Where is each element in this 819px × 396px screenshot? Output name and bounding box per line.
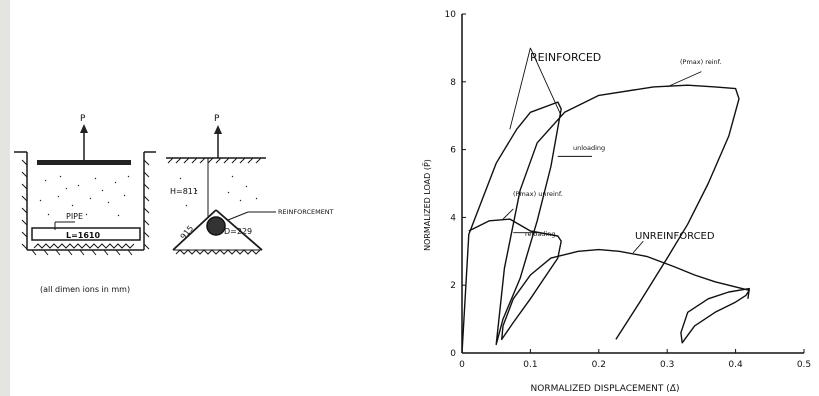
- annotation-reloading: reloading: [525, 230, 555, 238]
- annotation-pmax-unreinf: (Pmax) unreinf.: [513, 190, 563, 198]
- transverse-section: [166, 125, 276, 255]
- annotation-reinforced: REINFORCED: [530, 51, 601, 64]
- y-tick-label: 10: [445, 10, 457, 20]
- x-tick-label: 0.2: [592, 360, 606, 370]
- annotation-leader: [632, 240, 644, 254]
- annotation-unloading: unloading: [573, 144, 605, 152]
- load-label-right: P: [214, 114, 220, 124]
- pipe-burial-diagram: P P PIPE L=1610 H=811 D=229 915 REINFORC…: [14, 114, 334, 294]
- annotation-leader: [502, 208, 514, 220]
- x-tick-label: 0.4: [728, 360, 743, 370]
- diameter-label: D=229: [224, 227, 252, 236]
- load-label-left: P: [80, 114, 86, 124]
- slant-dimension-label: 915: [179, 224, 196, 241]
- annotation-leader: [509, 47, 531, 130]
- chart-series: [461, 47, 750, 354]
- pipe-label: PIPE: [66, 212, 83, 221]
- y-axis-label: NORMALIZED LOAD (P̄): [422, 159, 432, 251]
- x-tick-label: 0: [459, 360, 465, 370]
- annotation-pmax-reinf: (Pmax) reinf.: [680, 58, 722, 66]
- chart-annotations: REINFORCED UNREINFORCED (Pmax) reinf. (P…: [422, 51, 722, 394]
- length-label: L=1610: [66, 231, 101, 240]
- annotation-leader: [667, 71, 702, 88]
- x-tick-label: 0.3: [660, 360, 674, 370]
- reinforcement-label: REINFORCEMENT: [278, 208, 334, 216]
- units-note: (all dimen ions in mm): [40, 285, 130, 294]
- height-label: H=811: [170, 187, 198, 196]
- y-tick-label: 2: [450, 281, 456, 291]
- x-tick-label: 0.1: [523, 360, 537, 370]
- y-tick-label: 4: [450, 213, 456, 223]
- annotation-unreinforced: UNREINFORCED: [635, 231, 715, 242]
- annotation-leader: [529, 47, 562, 116]
- x-tick-label: 0.5: [797, 360, 811, 370]
- chart-axes: 0 0.1 0.2 0.3 0.4 0.5 0 2 4 6 8 10: [445, 10, 812, 370]
- series-line-1: [461, 84, 740, 354]
- load-displacement-chart: 0 0.1 0.2 0.3 0.4 0.5 0 2 4 6 8 10 REINFORCED UNREI…: [422, 10, 812, 394]
- longitudinal-section: [14, 124, 156, 256]
- x-axis-label: NORMALIZED DISPLACEMENT (Δ̄): [531, 384, 680, 394]
- series-line-2: [468, 218, 750, 344]
- y-tick-label: 8: [450, 78, 456, 88]
- scan-edge-texture: [0, 0, 10, 396]
- y-tick-label: 6: [450, 146, 456, 156]
- y-tick-label: 0: [450, 349, 456, 359]
